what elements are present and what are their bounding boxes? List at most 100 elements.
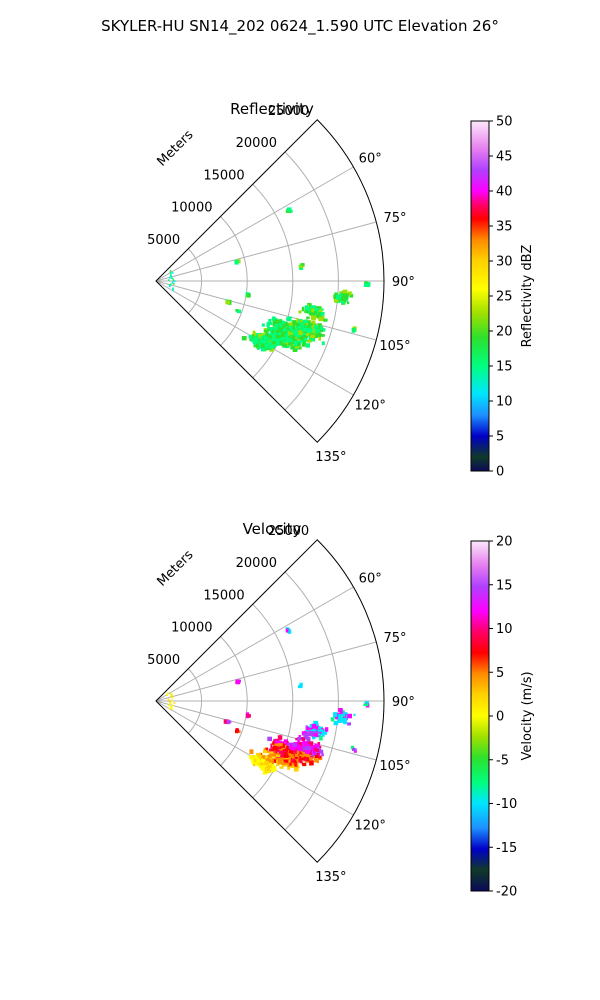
echo-cell (340, 300, 344, 303)
echo-cell (299, 319, 304, 322)
echo-cell (287, 630, 291, 633)
range-axis-label: Meters (155, 127, 197, 169)
colorbar-tick-label: 15 (496, 360, 513, 375)
colorbar-tick-label: 20 (496, 325, 513, 340)
echo-cell (341, 710, 345, 714)
echo-cell (296, 329, 300, 334)
echo-cell (338, 708, 343, 712)
echo-cell (249, 755, 253, 760)
echo-cell (297, 737, 302, 740)
echo-cell (273, 331, 278, 336)
echo-cell (246, 293, 251, 298)
echo-cell (313, 307, 317, 312)
echo-cell (292, 742, 297, 747)
azimuth-tick-label: 75° (383, 631, 406, 646)
echo-cell (314, 324, 318, 329)
echo-cell (252, 330, 256, 334)
echo-cell (235, 260, 239, 264)
echo-cell (264, 760, 269, 766)
echo-cell (271, 344, 275, 349)
echo-cell (319, 326, 323, 330)
echo-cell (226, 719, 230, 725)
echo-cell (308, 731, 314, 735)
colorbar-tick-label: 5 (496, 430, 504, 445)
echo-cell (279, 757, 284, 760)
azimuth-line (155, 641, 377, 702)
echo-cell (333, 296, 336, 300)
echo-cell (272, 316, 276, 322)
echo-cell (256, 343, 259, 347)
figure-title: SKYLER-HU SN14_202 0624_1.590 UTC Elevat… (101, 17, 499, 36)
echo-cell (172, 277, 174, 280)
echo-cell (308, 339, 312, 343)
echo-cell (287, 766, 291, 770)
range-tick-label: 20000 (236, 556, 277, 571)
echo-cell (313, 730, 316, 735)
echo-cell (305, 750, 311, 754)
echo-cell (323, 318, 328, 322)
echo-cell (314, 745, 317, 749)
colorbar-tick-label: 0 (496, 465, 504, 480)
echo-cell (268, 322, 273, 326)
echo-cell (285, 628, 289, 633)
echo-cell (169, 277, 171, 279)
echo-cell (295, 755, 298, 760)
echo-cell (264, 758, 269, 761)
echo-cell (225, 300, 230, 305)
echo-cell (315, 308, 319, 312)
echo-cell (290, 764, 296, 768)
echo-cell (172, 287, 174, 290)
azimuth-line (155, 280, 377, 341)
echo-cell (303, 331, 308, 337)
azimuth-tick-label: 105° (379, 759, 410, 774)
echo-cell (261, 340, 266, 344)
echo-cell (306, 316, 310, 320)
echo-cell (171, 697, 174, 699)
echo-cell (261, 755, 264, 758)
echo-cell (318, 726, 321, 729)
echo-cell (285, 753, 289, 757)
echo-cell (306, 726, 310, 730)
echo-cell (307, 743, 310, 747)
echo-cell (296, 746, 302, 751)
echo-cell (299, 756, 302, 759)
echo-cell (314, 747, 317, 752)
echo-cell (313, 720, 319, 726)
echo-cell (284, 341, 289, 346)
echo-cell (336, 295, 341, 300)
echo-cell (302, 747, 308, 751)
echo-cell (310, 334, 315, 338)
echo-cell (282, 339, 286, 344)
echo-cell (334, 712, 338, 717)
echo-cell (274, 324, 279, 328)
echo-cell (318, 336, 322, 341)
echo-cell (290, 750, 293, 754)
echo-cell (292, 324, 295, 328)
echo-cell (290, 337, 295, 343)
echo-cell (324, 727, 329, 732)
echo-cell (278, 332, 281, 336)
colorbar-tick-label: 30 (496, 255, 513, 270)
echo-cell (236, 309, 241, 312)
echo-cell (249, 749, 254, 754)
echo-cell (293, 768, 299, 772)
echo-cell (301, 328, 305, 331)
echo-cell (170, 275, 172, 278)
echo-cell (270, 767, 274, 770)
echo-cell (315, 744, 320, 747)
echo-cell (166, 694, 168, 697)
echo-cell (319, 328, 323, 333)
echo-cell (350, 745, 355, 750)
echo-cell (281, 762, 286, 765)
echo-cell (268, 344, 272, 350)
echo-cell (310, 751, 313, 757)
echo-cell (258, 756, 262, 760)
echo-cell (289, 761, 292, 766)
echo-cell (257, 347, 260, 350)
echo-cell (278, 740, 282, 743)
echo-cell (271, 329, 276, 334)
echo-cell (299, 346, 302, 350)
echo-cell (281, 746, 286, 752)
colorbar-tick-label: -20 (496, 885, 517, 900)
echo-cell (295, 758, 299, 763)
